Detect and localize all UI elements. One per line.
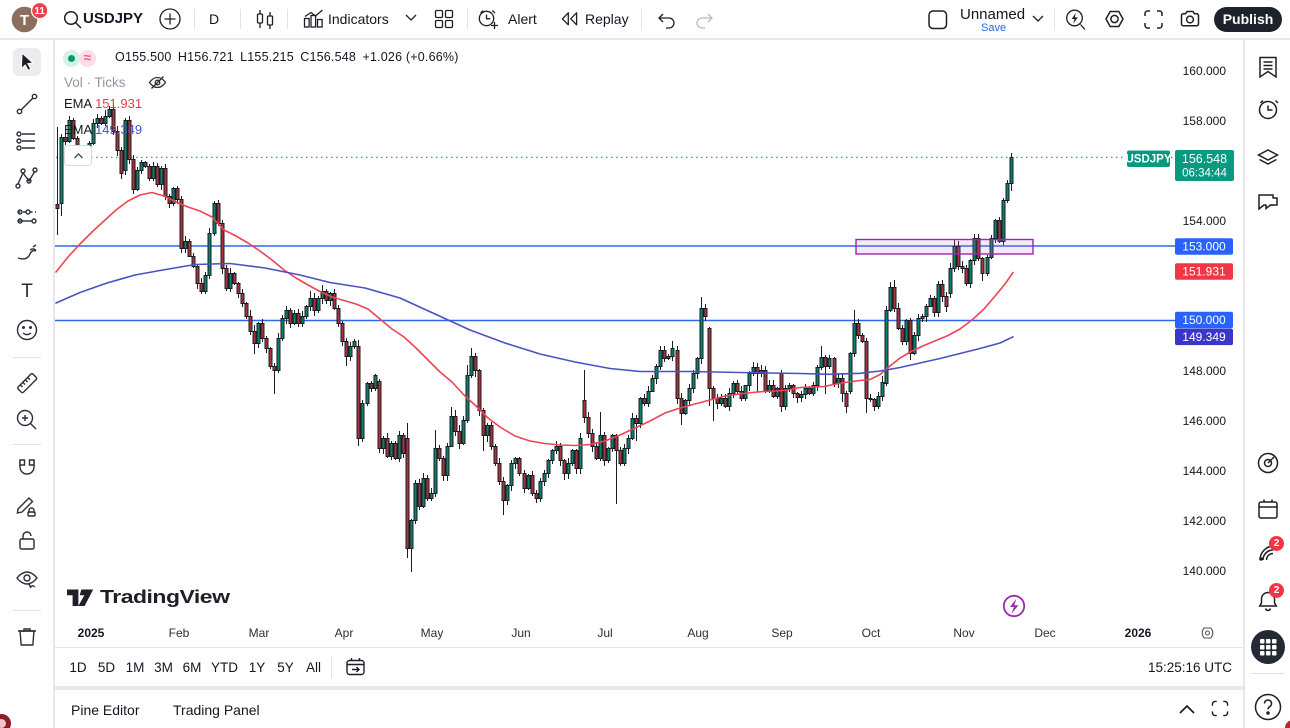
svg-text:USDJPY: USDJPY <box>1125 154 1171 166</box>
svg-text:Jul: Jul <box>597 626 612 640</box>
svg-text:Oct: Oct <box>862 626 881 640</box>
svg-text:T: T <box>21 281 33 302</box>
svg-text:T: T <box>20 12 29 29</box>
svg-text:144.000: 144.000 <box>1183 464 1227 478</box>
svg-text:Sep: Sep <box>771 626 793 640</box>
svg-text:Mar: Mar <box>249 626 270 640</box>
svg-text:149.349: 149.349 <box>1182 330 1226 344</box>
svg-text:158.000: 158.000 <box>1183 114 1227 128</box>
svg-text:151.931: 151.931 <box>1182 265 1226 279</box>
svg-text:Nov: Nov <box>953 626 974 640</box>
svg-text:Dec: Dec <box>1034 626 1055 640</box>
svg-text:2025: 2025 <box>78 626 105 640</box>
svg-text:160.000: 160.000 <box>1183 64 1227 78</box>
svg-text:2026: 2026 <box>1125 626 1152 640</box>
svg-text:May: May <box>421 626 444 640</box>
svg-text:Aug: Aug <box>687 626 708 640</box>
svg-text:Jun: Jun <box>511 626 530 640</box>
svg-text:153.000: 153.000 <box>1182 240 1226 254</box>
svg-text:150.000: 150.000 <box>1182 313 1226 327</box>
svg-text:Feb: Feb <box>169 626 190 640</box>
svg-text:TradingView: TradingView <box>100 587 231 608</box>
svg-text:06:34:44: 06:34:44 <box>1182 168 1227 180</box>
svg-text:156.548: 156.548 <box>1182 152 1227 166</box>
svg-text:Apr: Apr <box>335 626 354 640</box>
svg-text:146.000: 146.000 <box>1183 414 1227 428</box>
svg-text:154.000: 154.000 <box>1183 214 1227 228</box>
svg-text:140.000: 140.000 <box>1183 564 1227 578</box>
svg-text:11: 11 <box>34 6 45 17</box>
svg-text:148.000: 148.000 <box>1183 364 1227 378</box>
svg-text:142.000: 142.000 <box>1183 514 1227 528</box>
